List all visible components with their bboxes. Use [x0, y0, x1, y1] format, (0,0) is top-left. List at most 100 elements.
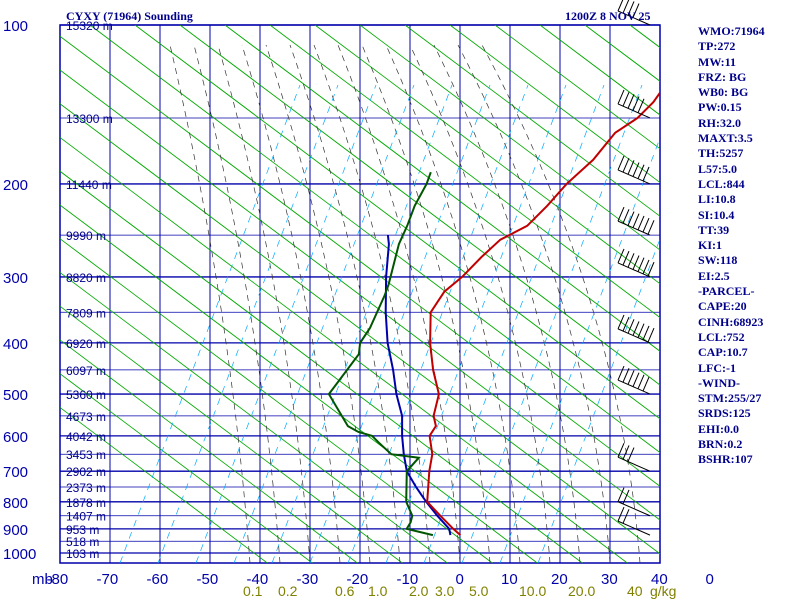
dry-adiabat [404, 25, 660, 217]
pressure-label: 100 [3, 18, 28, 35]
stat-row: SW:118 [698, 253, 738, 268]
temp-tick-label: -50 [197, 571, 219, 588]
stat-row: MW:11 [698, 54, 736, 69]
stat-row: FRZ: BG [698, 69, 747, 84]
stat-row: SRDS:125 [698, 406, 751, 421]
dry-adiabat [60, 136, 629, 563]
pressure-label: 900 [3, 522, 28, 539]
mixing-ratio-line [157, 84, 339, 563]
temperature-trace [426, 90, 660, 536]
wind-barb [617, 248, 655, 278]
mixing-ratio-label: 40 [627, 583, 643, 599]
temp-tick-label: 30 [601, 571, 618, 588]
pressure-label: 700 [3, 464, 28, 481]
moist-adiabat [193, 44, 281, 563]
height-label: 9990 m [66, 229, 106, 243]
height-label: 8820 m [66, 271, 106, 285]
dry-adiabat [224, 25, 660, 352]
stat-row: PW:0.15 [698, 100, 742, 115]
moist-adiabat [289, 44, 401, 563]
moist-adiabat [409, 44, 551, 563]
height-label: 7809 m [66, 306, 106, 320]
stat-row: MAXT:3.5 [698, 131, 753, 146]
dewpoint-trace [327, 171, 434, 537]
mixing-ratio-label: 0.6 [335, 583, 355, 599]
moist-adiabat [337, 44, 461, 563]
height-label: 103 m [66, 547, 99, 561]
moist-adiabats [169, 44, 641, 563]
pressure-label: 1000 [3, 546, 36, 563]
wind-barb [617, 89, 651, 119]
dry-adiabat [60, 170, 584, 563]
chart-datetime: 1200Z 8 NOV 25 [565, 9, 651, 23]
height-label: 6097 m [66, 364, 106, 378]
stat-row: WB0: BG [698, 85, 749, 100]
stat-row: RH:32.0 [698, 115, 741, 130]
dry-adiabats [60, 25, 660, 563]
wind-barb [617, 314, 655, 344]
height-label: 1407 m [66, 510, 106, 524]
moist-adiabat [265, 44, 371, 563]
mixing-ratio-line [499, 137, 660, 563]
wind-barb [617, 365, 651, 395]
wind-barb [617, 443, 651, 472]
pressure-label: 500 [3, 387, 28, 404]
height-label: 2902 m [66, 465, 106, 479]
height-label: 3453 m [66, 448, 106, 462]
stat-row: CINH:68923 [698, 314, 764, 329]
dry-adiabat [269, 25, 660, 319]
wind-barb [617, 487, 651, 517]
stat-row: LCL:752 [698, 329, 745, 344]
mixing-ratio-label: 3.0 [435, 583, 455, 599]
pressure-axis-label: mb [32, 571, 53, 588]
moist-adiabat [169, 44, 251, 563]
stat-row: TT:39 [698, 222, 730, 237]
stat-row: LCL:844 [698, 176, 745, 191]
stat-row: TH:5257 [698, 146, 744, 161]
pressure-label: 200 [3, 177, 28, 194]
height-label: 6920 m [66, 337, 106, 351]
mixing-ratio-label: g/kg [650, 583, 676, 599]
stat-row: LFC:-1 [698, 360, 736, 375]
pressure-label: 600 [3, 429, 28, 446]
dry-adiabat [134, 25, 660, 420]
pressure-label: 800 [3, 495, 28, 512]
stat-row: TP:272 [698, 39, 736, 54]
moist-adiabat [313, 44, 431, 563]
dry-adiabat [60, 406, 269, 563]
dry-adiabat [494, 25, 660, 150]
wind-barbs [617, 0, 655, 536]
stat-row: EI:2.5 [698, 268, 730, 283]
stats-panel: WMO:71964 TP:272 MW:11 FRZ: BG WB0: BG PW:0.1… [698, 24, 798, 468]
height-label: 1878 m [66, 496, 106, 510]
stat-row: STM:255/27 [698, 391, 762, 406]
stat-row: CAPE:20 [698, 299, 747, 314]
mixing-ratio-line [347, 84, 529, 563]
dry-adiabat [449, 25, 660, 184]
stat-row: L57:5.0 [698, 161, 737, 176]
moist-adiabat [385, 44, 521, 563]
height-label: 953 m [66, 523, 99, 537]
moist-adiabat [481, 44, 641, 563]
wind-barb [617, 206, 655, 236]
height-label: 11440 m [66, 178, 112, 192]
temp-tick-label: 40 [651, 571, 668, 588]
dry-adiabat [60, 305, 404, 563]
dry-adiabat [60, 373, 314, 563]
dry-adiabat [60, 339, 359, 563]
dry-adiabat [60, 238, 494, 563]
temp-tick-label: -20 [347, 571, 369, 588]
pressure-label: 300 [3, 270, 28, 287]
temp-tick-label: 0 [706, 571, 714, 588]
wind-barb [617, 155, 651, 185]
temp-tick-label: -10 [397, 571, 419, 588]
temperature-line [426, 90, 660, 536]
dry-adiabat [60, 103, 660, 555]
stat-row: KI:1 [698, 238, 722, 253]
wind-barb [617, 506, 651, 536]
moist-adiabat [433, 44, 581, 563]
stat-row: SI:10.4 [698, 207, 735, 222]
temp-tick-label: -40 [247, 571, 269, 588]
